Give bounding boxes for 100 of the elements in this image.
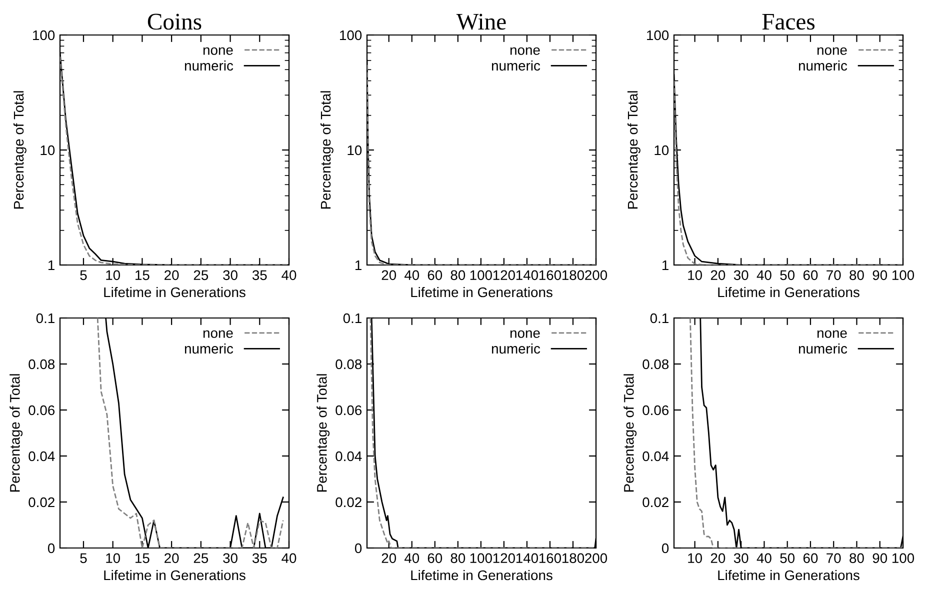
y-tick-label: 100 bbox=[340, 30, 362, 40]
y-tick-label: 10 bbox=[348, 145, 362, 156]
y-tick-label: 0.02 bbox=[336, 497, 362, 508]
x-tick-label: 70 bbox=[826, 270, 841, 280]
x-tick-label: 80 bbox=[450, 270, 466, 280]
y-axis-title: Percentage of Total bbox=[10, 374, 23, 492]
legend-label: numeric bbox=[184, 343, 234, 354]
y-tick-label: 100 bbox=[647, 30, 669, 40]
y-tick-label: 0 bbox=[662, 543, 669, 554]
x-tick-label: 40 bbox=[282, 270, 296, 280]
y-tick-label: 0.08 bbox=[28, 359, 55, 370]
x-tick-label: 160 bbox=[539, 553, 562, 564]
chart-title: Wine bbox=[456, 14, 506, 30]
x-tick-label: 160 bbox=[539, 270, 562, 280]
x-tick-label: 60 bbox=[803, 270, 818, 280]
x-axis-title: Lifetime in Generations bbox=[718, 286, 860, 298]
x-tick-label: 60 bbox=[803, 553, 818, 564]
y-axis-title: Percentage of Total bbox=[624, 374, 637, 492]
x-tick-label: 10 bbox=[106, 270, 120, 280]
x-tick-label: 20 bbox=[382, 553, 396, 564]
x-axis-title: Lifetime in Generations bbox=[104, 286, 246, 298]
y-tick-label: 0.04 bbox=[336, 451, 362, 462]
x-tick-label: 40 bbox=[404, 553, 420, 564]
y-tick-label: 10 bbox=[654, 145, 669, 156]
x-tick-label: 100 bbox=[470, 553, 492, 564]
x-tick-label: 10 bbox=[688, 270, 702, 280]
legend-label: none bbox=[203, 47, 233, 55]
chart-title: Faces bbox=[762, 14, 815, 30]
y-tick-label: 0.02 bbox=[642, 497, 668, 508]
x-tick-label: 25 bbox=[194, 270, 208, 280]
x-tick-label: 40 bbox=[282, 553, 296, 564]
x-tick-label: 35 bbox=[252, 270, 267, 280]
legend-label: none bbox=[203, 330, 233, 338]
x-tick-label: 40 bbox=[756, 553, 772, 564]
x-tick-label: 80 bbox=[450, 553, 466, 564]
x-tick-label: 25 bbox=[194, 553, 208, 564]
x-tick-label: 5 bbox=[80, 553, 87, 564]
x-tick-label: 60 bbox=[428, 270, 442, 280]
legend-label: none bbox=[510, 330, 540, 338]
y-tick-label: 0 bbox=[354, 543, 362, 554]
y-tick-label: 0.04 bbox=[642, 451, 669, 462]
x-tick-label: 15 bbox=[136, 553, 150, 564]
x-tick-label: 30 bbox=[223, 553, 238, 564]
x-tick-label: 20 bbox=[164, 270, 179, 280]
x-tick-label: 10 bbox=[688, 553, 702, 564]
legend-label: numeric bbox=[492, 343, 540, 354]
x-tick-label: 30 bbox=[734, 270, 748, 280]
x-tick-label: 120 bbox=[493, 270, 515, 280]
legend-label: numeric bbox=[492, 60, 540, 71]
x-tick-label: 100 bbox=[470, 270, 492, 280]
x-tick-label: 200 bbox=[585, 270, 608, 280]
x-axis-title: Lifetime in Generations bbox=[411, 286, 552, 298]
x-tick-label: 80 bbox=[850, 270, 864, 280]
legend-label: numeric bbox=[798, 60, 848, 71]
chart-title: Coins bbox=[148, 14, 202, 30]
x-tick-label: 15 bbox=[136, 270, 150, 280]
x-tick-label: 200 bbox=[585, 553, 608, 564]
y-axis-title: Percentage of Total bbox=[320, 91, 334, 209]
y-tick-label: 1 bbox=[48, 260, 54, 270]
y-tick-label: 100 bbox=[33, 30, 55, 40]
x-tick-label: 140 bbox=[516, 553, 538, 564]
x-tick-label: 180 bbox=[562, 553, 584, 564]
y-tick-label: 1 bbox=[355, 260, 362, 270]
y-tick-label: 0.1 bbox=[650, 313, 668, 324]
x-tick-label: 30 bbox=[734, 553, 748, 564]
x-tick-label: 5 bbox=[80, 270, 87, 280]
y-tick-label: 0.08 bbox=[642, 359, 669, 370]
x-tick-label: 100 bbox=[892, 270, 914, 280]
y-tick-label: 10 bbox=[40, 145, 55, 156]
x-tick-label: 40 bbox=[404, 270, 420, 280]
x-tick-label: 50 bbox=[780, 270, 795, 280]
legend-label: numeric bbox=[798, 343, 848, 354]
y-tick-label: 0.06 bbox=[336, 405, 362, 416]
legend-label: none bbox=[817, 47, 847, 55]
x-tick-label: 20 bbox=[710, 270, 726, 280]
x-tick-label: 10 bbox=[106, 553, 120, 564]
x-axis-title: Lifetime in Generations bbox=[718, 570, 860, 580]
x-tick-label: 180 bbox=[562, 270, 584, 280]
legend-label: numeric bbox=[184, 60, 234, 71]
y-tick-label: 0.06 bbox=[28, 405, 55, 416]
y-tick-label: 1 bbox=[662, 260, 668, 270]
y-tick-label: 0.1 bbox=[343, 313, 362, 324]
x-tick-label: 20 bbox=[710, 553, 726, 564]
y-tick-label: 0.08 bbox=[336, 359, 362, 370]
x-tick-label: 100 bbox=[892, 553, 914, 564]
y-tick-label: 0.02 bbox=[28, 497, 54, 508]
x-tick-label: 30 bbox=[223, 270, 238, 280]
x-tick-label: 35 bbox=[252, 553, 267, 564]
x-tick-label: 70 bbox=[826, 553, 841, 564]
y-tick-label: 0.06 bbox=[642, 405, 669, 416]
x-tick-label: 90 bbox=[872, 553, 888, 564]
y-axis-title: Percentage of Total bbox=[13, 91, 26, 209]
x-axis-title: Lifetime in Generations bbox=[411, 570, 552, 580]
x-tick-label: 20 bbox=[382, 270, 396, 280]
x-tick-label: 40 bbox=[756, 270, 772, 280]
x-axis-title: Lifetime in Generations bbox=[104, 570, 246, 580]
legend-label: none bbox=[817, 330, 847, 338]
y-tick-label: 0.1 bbox=[36, 313, 54, 324]
x-tick-label: 120 bbox=[493, 553, 515, 564]
x-tick-label: 90 bbox=[872, 270, 888, 280]
